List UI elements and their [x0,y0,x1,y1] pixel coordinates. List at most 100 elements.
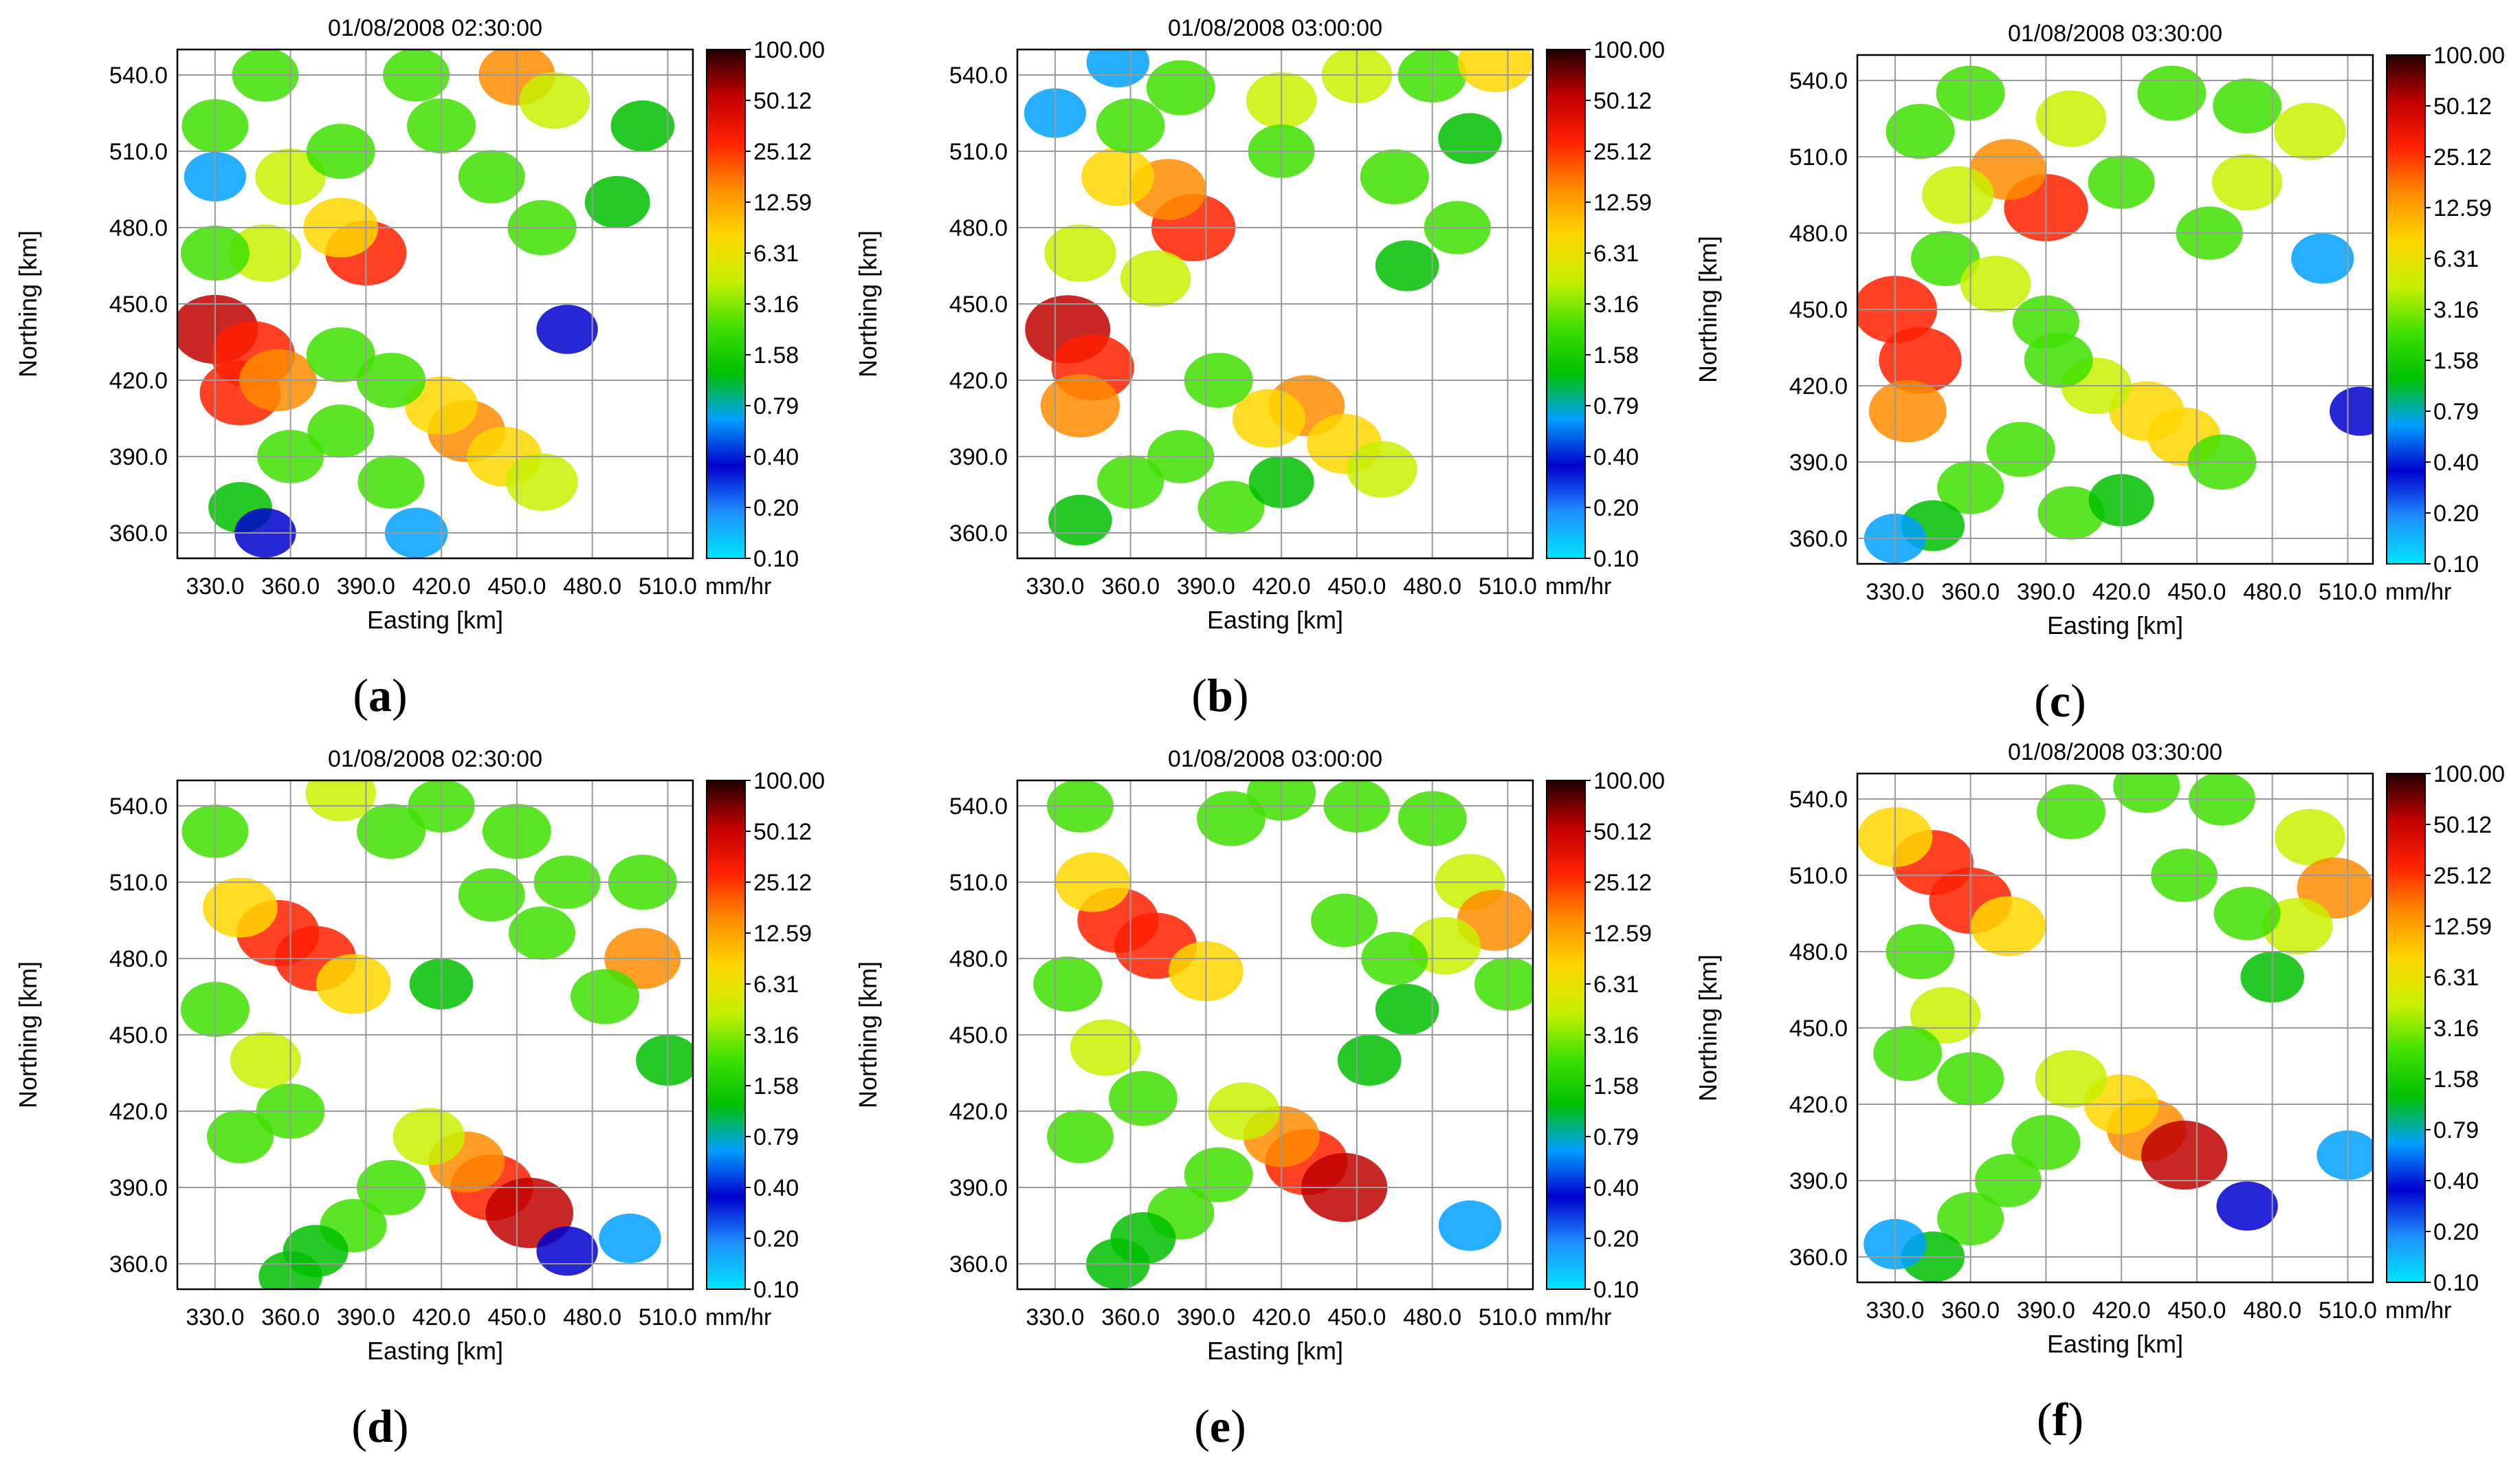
heatmap-cell [506,453,578,511]
heatmap-cell [1040,374,1120,437]
x-tick-label: 390.0 [2017,579,2075,605]
heatmap-cell [1910,987,1981,1044]
x-axis-label: Easting [km] [2047,1330,2183,1358]
colorbar-tick-label: 0.10 [2433,551,2479,578]
x-tick-label: 450.0 [1327,573,1386,600]
heatmap-cell [1184,1147,1253,1203]
y-axis-label: Northing [km] [854,961,882,1108]
colorbar-tick-label: 6.31 [1593,972,1639,998]
heatmap-cell [458,868,525,922]
colorbar-tick-label: 12.59 [1593,190,1652,216]
y-tick-label: 420.0 [109,368,168,394]
colorbar-tick-label: 100.00 [753,37,825,63]
x-tick-label: 510.0 [639,1304,697,1330]
x-axis-label: Easting [km] [367,1337,503,1365]
heatmap-cell [509,906,575,960]
colorbar-tick-label: 100.00 [753,768,825,794]
heatmap-cell [1081,147,1155,206]
colorbar-tick-label: 3.16 [2433,297,2479,323]
colorbar-tick-label: 0.40 [753,444,799,470]
colorbar-tick-label: 100.00 [1593,768,1665,794]
colorbar-tick-label: 25.12 [2433,863,2492,889]
heatmap-cell [1197,791,1265,846]
colorbar-tick-label: 0.40 [1593,1175,1639,1201]
colorbar-unit: mm/hr [705,1304,771,1330]
colorbar-tick-label: 0.79 [753,393,799,419]
heatmap-cell [1033,956,1103,1011]
x-tick-label: 450.0 [1327,1304,1386,1330]
colorbar-tick-label: 0.20 [753,1226,799,1252]
x-tick-label: 390.0 [1177,573,1235,600]
x-tick-label: 360.0 [261,573,320,600]
plot-frame [1856,772,2374,1284]
y-tick-label: 360.0 [949,521,1008,547]
colorbar-tick-label: 6.31 [2433,246,2479,272]
y-tick-label: 360.0 [949,1251,1008,1278]
heatmap-cell [1146,60,1215,116]
y-tick-label: 450.0 [109,292,168,318]
heatmap-cell [357,804,425,859]
y-axis-label: Northing [km] [854,230,882,377]
colorbar-unit: mm/hr [2385,579,2451,605]
x-tick-label: 420.0 [1252,573,1311,600]
heatmap-cell [610,100,675,151]
heatmap-cell [1311,893,1378,947]
panel-label: (f) [2037,1393,2084,1445]
colorbar [1546,780,1586,1290]
heatmap-cell [2317,1130,2373,1180]
x-tick-label: 390.0 [2017,1297,2075,1324]
x-tick-label: 480.0 [563,573,621,600]
y-axis-label: Northing [km] [14,961,42,1108]
heatmap-cell [1474,957,1533,1011]
x-tick-label: 360.0 [1941,1297,2000,1324]
x-tick-label: 420.0 [2092,1297,2151,1324]
x-tick-label: 480.0 [563,1304,621,1330]
colorbar-tick-label: 0.10 [753,1277,799,1303]
colorbar-tick-label: 0.10 [2433,1270,2479,1296]
heatmap-cell [599,1214,661,1263]
plot-frame [1016,48,1534,560]
colorbar-tick-label: 1.58 [1593,342,1639,369]
colorbar-unit: mm/hr [1545,573,1611,600]
heatmap-cell [1886,104,1955,159]
y-tick-label: 480.0 [1789,221,1848,247]
heatmap-cell [307,404,375,458]
colorbar-tick-label: 1.58 [2433,1066,2479,1093]
heatmap-cell [1086,50,1149,88]
heatmap-cell [2113,774,2180,813]
heatmap-cell [536,1226,598,1276]
colorbar-tick-label: 100.00 [1593,37,1665,63]
plot-frame [176,779,694,1291]
heatmap-cell [316,954,391,1014]
x-tick-label: 510.0 [2319,579,2377,605]
heatmap-cell [2274,102,2346,160]
x-tick-label: 510.0 [1479,573,1537,600]
colorbar-tick-label: 0.79 [1593,393,1639,419]
y-tick-label: 480.0 [949,215,1008,241]
y-tick-label: 360.0 [1789,1245,1848,1271]
colorbar-tick-label: 3.16 [1593,1022,1639,1049]
y-tick-label: 540.0 [949,793,1008,820]
colorbar-tick-label: 0.40 [2433,450,2479,476]
panel-3: 330.0 360.0 390.0 420.0 450.0 480.0 510.0 540.0… [14,746,825,1452]
panel-label: (b) [1191,669,1248,721]
heatmap-cell [1868,380,1947,443]
x-tick-label: 480.0 [1403,1304,1461,1330]
colorbar-tick-label: 0.20 [1593,495,1639,521]
colorbar-tick-label: 25.12 [1593,139,1652,165]
y-tick-label: 450.0 [1789,297,1848,323]
x-axis-label: Easting [km] [1207,606,1343,634]
y-tick-label: 420.0 [109,1099,168,1125]
y-tick-label: 360.0 [109,1251,168,1278]
colorbar-tick-label: 3.16 [753,292,799,318]
y-axis-label: Northing [km] [1694,954,1722,1102]
panel-title: 01/08/2008 03:30:00 [2008,739,2222,765]
x-tick-label: 510.0 [1479,1304,1537,1330]
panel-label: (c) [2034,675,2086,727]
heatmap-cell [2216,1181,2278,1231]
colorbar-tick-label: 50.12 [753,819,812,845]
x-tick-label: 360.0 [261,1304,320,1330]
colorbar-tick-label: 25.12 [753,870,812,896]
colorbar-tick-label: 12.59 [1593,921,1652,947]
colorbar-tick-label: 3.16 [2433,1016,2479,1042]
